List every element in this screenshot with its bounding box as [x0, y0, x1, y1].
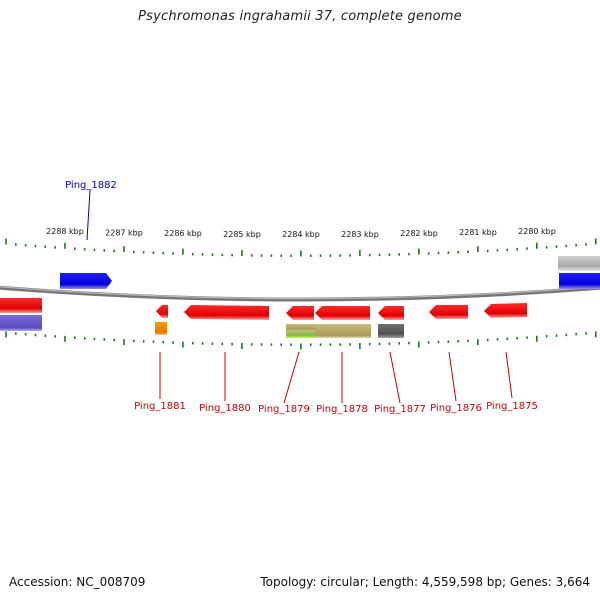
gene-label-ping-1879[interactable]: Ping_1879: [258, 404, 310, 415]
feature-ping-1877-gray[interactable]: [378, 324, 404, 338]
gene-arrow-ping-1880[interactable]: [184, 305, 269, 320]
feature-ping-1879-lime[interactable]: [286, 331, 315, 338]
scale-tick-label: 2283 kbp: [341, 230, 379, 239]
leader-ping-1875: [505, 351, 513, 399]
genome-summary-text: Topology: circular; Length: 4,559,598 bp…: [260, 575, 590, 589]
scale-tick-label: 2281 kbp: [459, 228, 497, 237]
leader-ping-1876: [448, 351, 457, 402]
gene-arrow-ping-1877[interactable]: [378, 306, 404, 320]
scale-tick-label: 2288 kbp: [46, 227, 84, 236]
leader-ping-1879: [283, 351, 300, 404]
leader-ping-1882: [86, 189, 91, 241]
gene-label-ping-1881[interactable]: Ping_1881: [134, 401, 186, 412]
gene-arrow-ping-1882[interactable]: [60, 273, 112, 289]
gene-label-ping-1875[interactable]: Ping_1875: [486, 401, 538, 412]
scale-ticks-bottom: [5, 331, 597, 350]
gene-arrow-ping-1876[interactable]: [429, 305, 468, 319]
scale-tick-label: 2280 kbp: [518, 227, 556, 236]
gene-arrow-ping-1875[interactable]: [484, 303, 527, 318]
scale-tick-label: 2282 kbp: [400, 229, 438, 238]
feature-right-edge-gray[interactable]: [558, 256, 600, 271]
genome-backbone-highlight: [0, 286, 600, 300]
gene-label-ping-1877[interactable]: Ping_1877: [374, 404, 426, 415]
gene-label-ping-1882[interactable]: Ping_1882: [65, 180, 117, 191]
leader-ping-1877: [389, 351, 401, 404]
scale-tick-label: 2287 kbp: [105, 228, 143, 237]
gene-arrow-left-edge-red[interactable]: [0, 298, 42, 313]
gene-arrow-ping-1881[interactable]: [156, 305, 168, 318]
feature-ping-1878-olive[interactable]: [315, 324, 371, 338]
genome-title: Psychromonas ingrahamii 37, complete gen…: [138, 9, 462, 24]
gene-label-ping-1876[interactable]: Ping_1876: [430, 403, 482, 414]
gene-label-ping-1878[interactable]: Ping_1878: [316, 404, 368, 415]
feature-left-edge-purple[interactable]: [0, 315, 42, 331]
scale-tick-label: 2285 kbp: [223, 230, 261, 239]
feature-ping-1879-olive[interactable]: [286, 324, 315, 331]
scale-tick-labels: 2288 kbp 2287 kbp 2286 kbp 2285 kbp 2284 kbp…: [46, 227, 556, 239]
accession-text: Accession: NC_008709: [9, 575, 146, 589]
gene-arrow-right-edge-blue[interactable]: [559, 273, 600, 289]
feature-ping-1881-orange[interactable]: [155, 322, 167, 335]
scale-ticks-top: [5, 238, 597, 257]
gene-arrow-ping-1878[interactable]: [315, 306, 370, 320]
gene-arrow-ping-1879[interactable]: [286, 306, 314, 320]
scale-tick-label: 2284 kbp: [282, 230, 320, 239]
genome-backbone: [0, 285, 600, 302]
gene-label-ping-1880[interactable]: Ping_1880: [199, 403, 251, 414]
scale-tick-label: 2286 kbp: [164, 229, 202, 238]
